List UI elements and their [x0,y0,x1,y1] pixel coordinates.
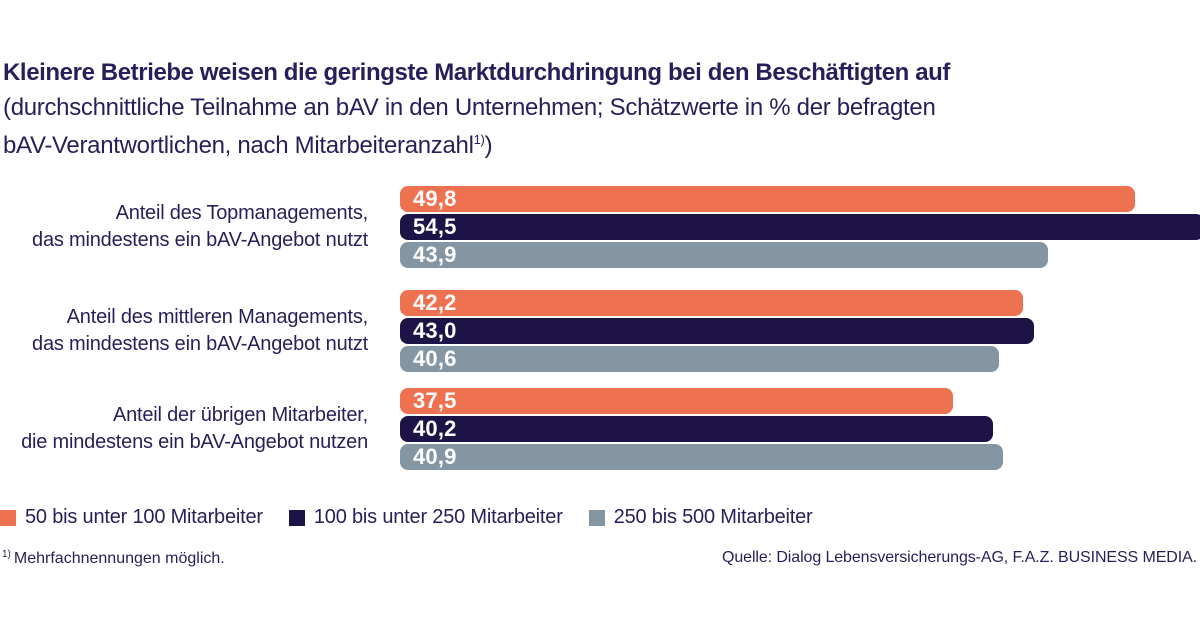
legend-swatch-gray [588,509,605,526]
legend: 50 bis unter 100 Mitarbeiter 100 bis unt… [0,506,813,529]
footnote-marker: 1) [2,549,11,560]
legend-label: 250 bis 500 Mitarbeiter [613,506,813,528]
chart-subtitle-line1: (durchschnittliche Teilnahme an bAV in d… [3,94,936,121]
bar-topmanagement-250-500: 43,9 [400,242,1048,268]
bar-mittleres-management-50-100: 42,2 [400,290,1023,316]
bar-value-label: 40,6 [413,346,457,371]
category-label-line: das mindestens ein bAV-Angebot nutzt [32,229,368,251]
bar-value-label: 42,2 [413,290,457,315]
chart-subtitle-close-paren: ) [484,132,493,159]
category-label-line: Anteil des mittleren Managements, [66,306,369,328]
bar-mittleres-management-250-500: 40,6 [400,346,999,372]
chart-title: Kleinere Betriebe weisen die geringste M… [3,59,950,86]
bar-value-label: 43,9 [413,242,457,267]
footnote-text: Mehrfachnennungen möglich. [13,550,225,567]
category-label-line: Anteil der übrigen Mitarbeiter, [112,404,368,426]
bar-group-topmanagement: Anteil des Topmanagements, das mindesten… [0,186,1200,268]
bar-mittleres-management-100-250: 43,0 [400,318,1035,344]
bar-value-label: 37,5 [413,388,457,413]
chart-subtitle-line2: bAV-Verantwortlichen, nach Mitarbeiteran… [3,124,1143,162]
legend-item-250-500: 250 bis 500 Mitarbeiter [588,506,813,529]
chart-header: Kleinere Betriebe weisen die geringste M… [3,57,1143,162]
bar-group-mittleres-management: Anteil des mittleren Managements, das mi… [0,290,1200,372]
legend-label: 100 bis unter 250 Mitarbeiter [313,506,563,528]
category-label-line: Anteil des Topmanagements, [115,202,369,224]
bar-value-label: 40,2 [413,416,457,441]
bar-value-label: 54,5 [413,214,457,239]
chart-subtitle: (durchschnittliche Teilnahme an bAV in d… [3,92,1143,162]
bar-value-label: 49,8 [413,186,457,211]
category-label-topmanagement: Anteil des Topmanagements, das mindesten… [0,200,368,254]
legend-label: 50 bis unter 100 Mitarbeiter [25,506,263,528]
bar-value-label: 40,9 [413,444,457,469]
bars-mittleres-management: 42,2 43,0 40,6 [400,290,1200,372]
bars-uebrige-mitarbeiter: 37,5 40,2 40,9 [400,388,1200,470]
footnote-marker: 1) [473,132,485,147]
legend-item-100-250: 100 bis unter 250 Mitarbeiter [288,506,563,529]
chart-subtitle-line2-text: bAV-Verantwortlichen, nach Mitarbeiteran… [3,132,474,159]
category-label-mittleres-management: Anteil des mittleren Managements, das mi… [0,304,368,358]
bar-uebrige-mitarbeiter-250-500: 40,9 [400,444,1004,470]
legend-swatch-orange [0,509,16,526]
bar-uebrige-mitarbeiter-100-250: 40,2 [400,416,993,442]
bar-value-label: 43,0 [413,318,457,343]
category-label-line: das mindestens ein bAV-Angebot nutzt [32,333,368,355]
bar-group-uebrige-mitarbeiter: Anteil der übrigen Mitarbeiter, die mind… [0,388,1200,470]
bar-uebrige-mitarbeiter-50-100: 37,5 [400,388,954,414]
bars-topmanagement: 49,8 54,5 43,9 [400,186,1200,268]
source-credit: Quelle: Dialog Lebensversicherungs-AG, F… [722,549,1197,566]
legend-item-50-100: 50 bis unter 100 Mitarbeiter [0,506,263,529]
category-label-line: die mindestens ein bAV-Angebot nutzen [21,431,368,453]
footnote: 1) Mehrfachnennungen möglich. [2,549,225,568]
legend-swatch-navy [288,509,305,526]
category-label-uebrige-mitarbeiter: Anteil der übrigen Mitarbeiter, die mind… [0,402,368,456]
bar-topmanagement-50-100: 49,8 [400,186,1135,212]
bar-topmanagement-100-250: 54,5 [400,214,1200,240]
